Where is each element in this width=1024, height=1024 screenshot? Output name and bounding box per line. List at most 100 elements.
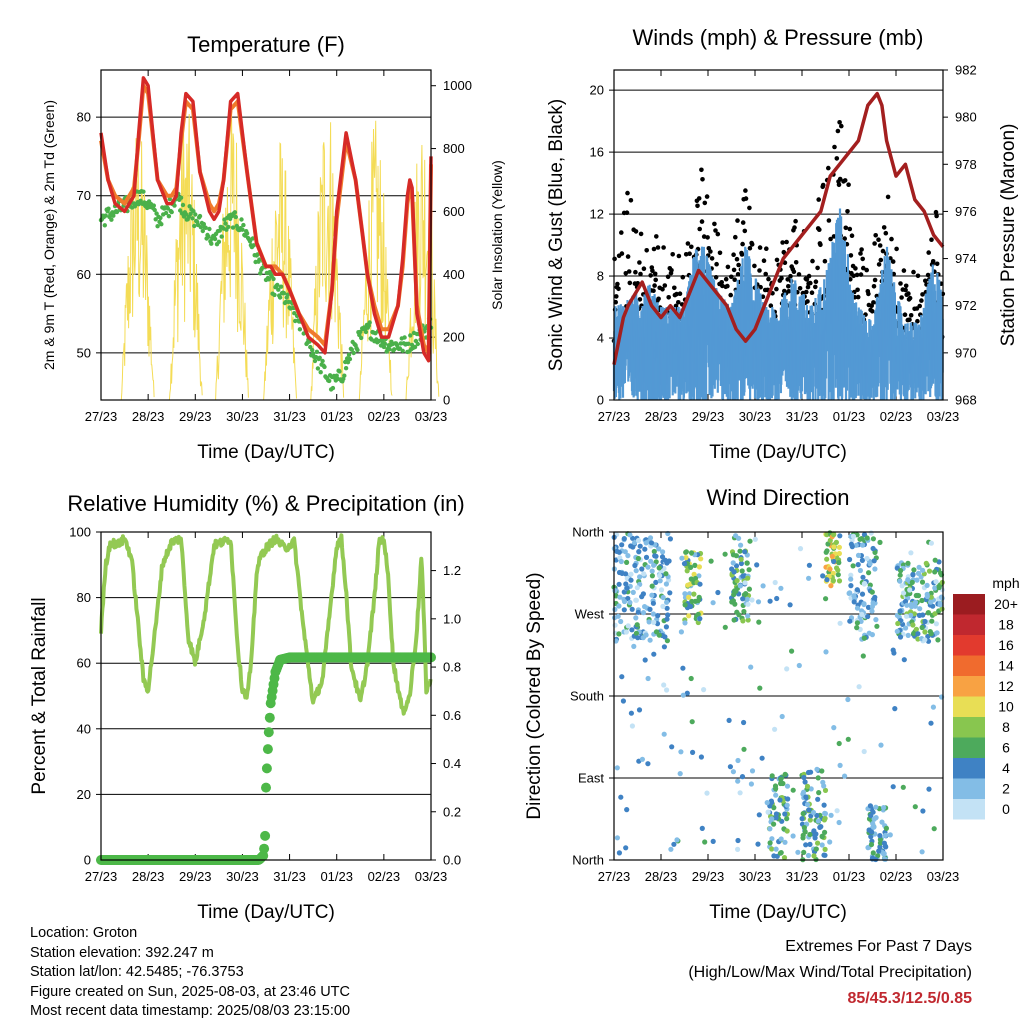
dewpoint-point xyxy=(387,347,392,352)
dewpoint-point xyxy=(412,344,418,350)
x-tick-label: 29/23 xyxy=(692,409,725,424)
direction-point xyxy=(722,551,728,557)
dewpoint-point xyxy=(167,196,172,202)
direction-point xyxy=(656,565,662,571)
direction-point xyxy=(908,550,914,556)
direction-point xyxy=(908,601,914,608)
x-tick-label: 30/23 xyxy=(226,409,259,424)
direction-point xyxy=(883,825,890,832)
humidity-title: Relative Humidity (%) & Precipitation (i… xyxy=(67,491,464,516)
direction-point xyxy=(696,564,703,570)
dewpoint-point xyxy=(392,347,397,352)
gust-point xyxy=(689,244,694,250)
dewpoint-point xyxy=(206,234,211,239)
gust-point xyxy=(866,291,871,297)
gust-point xyxy=(696,196,702,201)
x-tick-label: 31/23 xyxy=(786,409,819,424)
direction-point xyxy=(617,594,623,600)
direction-point xyxy=(932,569,938,575)
direction-point xyxy=(861,635,867,641)
direction-point xyxy=(807,817,813,823)
direction-point xyxy=(857,536,863,542)
gust-point xyxy=(836,182,842,188)
y-tick-label: 0 xyxy=(84,853,91,868)
gust-point xyxy=(651,246,657,252)
direction-point xyxy=(640,610,647,616)
gust-point xyxy=(861,265,866,271)
direction-point xyxy=(682,602,688,608)
direction-point xyxy=(661,682,667,688)
gust-point xyxy=(655,245,661,250)
direction-point xyxy=(749,768,756,774)
direction-point xyxy=(897,572,903,578)
gust-point xyxy=(766,276,771,282)
direction-point xyxy=(779,713,785,720)
gust-point xyxy=(633,229,639,234)
dewpoint-point xyxy=(277,295,283,300)
direction-point xyxy=(668,846,674,852)
gust-point xyxy=(817,227,822,232)
direction-point xyxy=(730,769,737,775)
direction-point xyxy=(837,762,843,769)
direction-point xyxy=(822,846,828,853)
direction-point xyxy=(651,619,657,626)
direction-point xyxy=(746,567,752,573)
direction-point xyxy=(739,774,746,780)
gust-point xyxy=(662,283,668,288)
gust-point xyxy=(725,283,730,289)
direction-point xyxy=(667,590,673,596)
direction-point xyxy=(769,816,775,822)
direction-point xyxy=(928,590,934,597)
gust-point xyxy=(619,230,624,235)
gust-point xyxy=(907,295,913,301)
gust-point xyxy=(704,194,710,199)
direction-point xyxy=(773,846,779,852)
direction-point xyxy=(651,651,657,657)
x-tick-label: 30/23 xyxy=(739,869,772,884)
direction-point xyxy=(913,626,920,632)
gust-point xyxy=(915,318,920,324)
gust-point xyxy=(818,242,823,248)
gust-point xyxy=(847,226,853,232)
direction-point xyxy=(808,786,814,792)
direction-point xyxy=(683,555,689,561)
dewpoint-point xyxy=(151,203,156,208)
gust-point xyxy=(735,218,740,223)
x-tick-label: 27/23 xyxy=(598,869,631,884)
gust-point xyxy=(828,236,833,242)
direction-point xyxy=(650,611,657,617)
direction-point xyxy=(698,556,704,562)
gust-point xyxy=(848,277,853,282)
direction-point xyxy=(806,562,813,568)
direction-point xyxy=(812,835,818,841)
direction-point xyxy=(665,612,671,618)
direction-point xyxy=(824,548,830,554)
direction-point xyxy=(801,789,807,795)
gust-point xyxy=(740,241,745,247)
direction-point xyxy=(920,612,926,618)
direction-point xyxy=(932,611,938,617)
direction-point xyxy=(912,804,918,810)
y2-tick-label: 1.0 xyxy=(443,611,461,626)
direction-point xyxy=(653,579,659,586)
dewpoint-point xyxy=(103,213,108,218)
direction-point xyxy=(822,787,829,794)
direction-point xyxy=(847,618,853,624)
direction-point xyxy=(623,629,630,635)
direction-point xyxy=(631,540,638,546)
direction-point xyxy=(868,813,874,819)
direction-point xyxy=(679,555,685,561)
dewpoint-point xyxy=(315,366,321,371)
direction-point xyxy=(850,563,856,569)
x-tick-label: 03/23 xyxy=(415,869,448,884)
gust-point xyxy=(699,167,704,173)
precip-point xyxy=(260,830,271,841)
direction-point xyxy=(835,567,841,573)
direction-point xyxy=(926,568,933,574)
direction-point xyxy=(817,824,823,831)
gust-point xyxy=(832,144,837,150)
direction-point xyxy=(690,749,696,756)
direction-point xyxy=(630,589,636,596)
